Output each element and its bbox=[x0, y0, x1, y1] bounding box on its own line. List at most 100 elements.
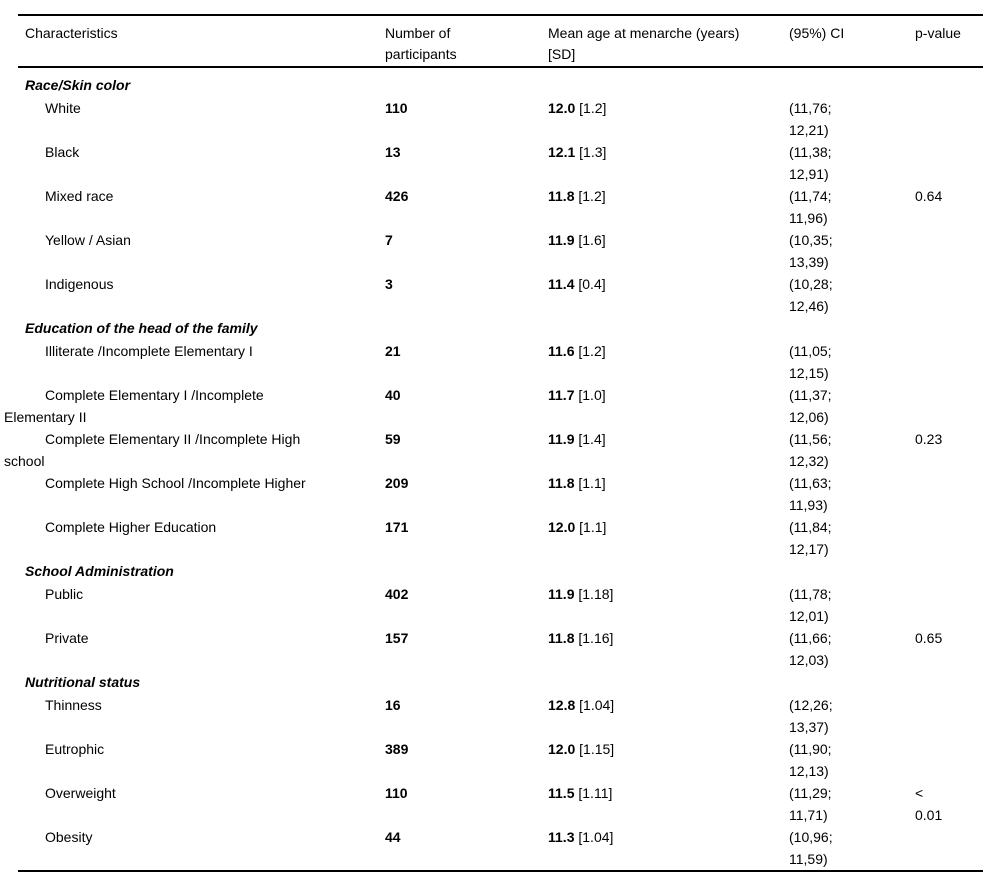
col-header-p-value: p-value bbox=[915, 25, 961, 41]
characteristic-label: Complete High School /Incomplete Higher bbox=[45, 475, 306, 491]
mean-age-value: 11.7 bbox=[548, 387, 575, 403]
mean-age-value: 11.9 bbox=[548, 586, 575, 602]
sd-value: [1.1] bbox=[578, 475, 606, 491]
participants-count: 16 bbox=[385, 697, 401, 713]
mean-age-value: 11.9 bbox=[548, 232, 575, 248]
participants-count: 7 bbox=[385, 232, 393, 248]
characteristic-label: Complete Higher Education bbox=[45, 519, 217, 535]
sd-value: [1.16] bbox=[578, 630, 614, 646]
ci-value: (11,63; 11,93) bbox=[789, 475, 832, 513]
sd-value: [1.1] bbox=[579, 519, 607, 535]
p-value: 0.23 bbox=[915, 431, 943, 447]
mean-age-cell: 11.9 [1.6] bbox=[541, 229, 782, 251]
participants-count: 157 bbox=[385, 630, 409, 646]
ci-value: (11,74; 11,96) bbox=[789, 188, 832, 226]
section-title: School Administration bbox=[25, 563, 174, 579]
mean-age-cell: 11.8 [1.16] bbox=[541, 627, 782, 649]
characteristic-label: Complete Elementary I /Incomplete Elemen… bbox=[4, 387, 264, 425]
table-row: Complete Elementary I /Incomplete Elemen… bbox=[4, 384, 983, 428]
characteristic-label: Illiterate /Incomplete Elementary I bbox=[45, 343, 253, 359]
characteristic-label: Thinness bbox=[45, 697, 102, 713]
ci-value: (11,84; 12,17) bbox=[789, 519, 832, 557]
ci-value: (10,28; 12,46) bbox=[789, 276, 833, 314]
mean-age-cell: 11.7 [1.0] bbox=[541, 384, 782, 406]
section-title: Race/Skin color bbox=[25, 77, 131, 93]
participants-count: 209 bbox=[385, 475, 409, 491]
sd-value: [1.0] bbox=[578, 387, 606, 403]
table-top-rule bbox=[18, 14, 983, 16]
table-bottom-rule bbox=[18, 870, 983, 872]
table-row: Eutrophic 389 12.0 [1.15] (11,90; 12,13) bbox=[4, 738, 983, 782]
mean-age-cell: 12.0 [1.15] bbox=[541, 738, 782, 760]
characteristic-label: Yellow / Asian bbox=[45, 232, 131, 248]
table-row: Indigenous 3 11.4 [0.4] (10,28; 12,46) bbox=[4, 273, 983, 317]
sd-value: [1.04] bbox=[578, 829, 614, 845]
mean-age-value: 11.3 bbox=[548, 829, 575, 845]
table-row: Complete High School /Incomplete Higher … bbox=[4, 472, 983, 516]
mean-age-cell: 11.9 [1.4] bbox=[541, 428, 782, 450]
section-title: Education of the head of the family bbox=[25, 320, 258, 336]
mean-age-value: 12.0 bbox=[548, 100, 576, 116]
participants-count: 44 bbox=[385, 829, 401, 845]
section-title: Nutritional status bbox=[25, 674, 141, 690]
table-row: Private 157 11.8 [1.16] (11,66; 12,03) 0… bbox=[4, 627, 983, 671]
mean-age-cell: 11.6 [1.2] bbox=[541, 340, 782, 362]
mean-age-cell: 12.8 [1.04] bbox=[541, 694, 782, 716]
ci-value: (11,29; 11,71) bbox=[789, 785, 832, 823]
characteristic-label: Eutrophic bbox=[45, 741, 105, 757]
participants-count: 426 bbox=[385, 188, 409, 204]
table-row: Complete Elementary II /Incomplete High … bbox=[4, 428, 983, 472]
mean-age-cell: 11.8 [1.1] bbox=[541, 472, 782, 494]
sd-value: [1.4] bbox=[578, 431, 606, 447]
mean-age-value: 11.9 bbox=[548, 431, 575, 447]
mean-age-value: 12.0 bbox=[548, 741, 576, 757]
mean-age-value: 11.8 bbox=[548, 188, 575, 204]
table-header-rule bbox=[18, 66, 983, 68]
table-row: Complete Higher Education 171 12.0 [1.1]… bbox=[4, 516, 983, 560]
mean-age-cell: 12.0 [1.1] bbox=[541, 516, 782, 538]
sd-value: [0.4] bbox=[578, 276, 606, 292]
mean-age-value: 11.4 bbox=[548, 276, 575, 292]
sd-value: [1.2] bbox=[578, 188, 606, 204]
col-header-mean-age: Mean age at menarche (years) [SD] bbox=[548, 25, 740, 62]
characteristic-label: Complete Elementary II /Incomplete High … bbox=[4, 431, 301, 469]
table-row: Illiterate /Incomplete Elementary I 21 1… bbox=[4, 340, 983, 384]
ci-value: (11,05; 12,15) bbox=[789, 343, 832, 381]
sd-value: [1.15] bbox=[579, 741, 615, 757]
ci-value: (12,26; 13,37) bbox=[789, 697, 833, 735]
mean-age-value: 11.8 bbox=[548, 630, 575, 646]
mean-age-cell: 12.0 [1.2] bbox=[541, 97, 782, 119]
mean-age-cell: 11.3 [1.04] bbox=[541, 826, 782, 848]
ci-value: (11,66; 12,03) bbox=[789, 630, 832, 668]
characteristic-label: Black bbox=[45, 144, 80, 160]
characteristic-label: Indigenous bbox=[45, 276, 114, 292]
p-value: 0.64 bbox=[915, 188, 943, 204]
participants-count: 110 bbox=[385, 100, 408, 116]
mean-age-cell: 12.1 [1.3] bbox=[541, 141, 782, 163]
col-header-characteristics: Characteristics bbox=[25, 25, 118, 41]
sd-value: [1.18] bbox=[578, 586, 614, 602]
participants-count: 389 bbox=[385, 741, 409, 757]
ci-value: (11,90; 12,13) bbox=[789, 741, 832, 779]
table-row: Mixed race 426 11.8 [1.2] (11,74; 11,96)… bbox=[4, 185, 983, 229]
characteristic-label: Public bbox=[45, 586, 84, 602]
table-row: Obesity 44 11.3 [1.04] (10,96; 11,59) bbox=[4, 826, 983, 870]
mean-age-value: 11.5 bbox=[548, 785, 575, 801]
table-row: Black 13 12.1 [1.3] (11,38; 12,91) bbox=[4, 141, 983, 185]
table-header-row: Characteristics Number of participants M… bbox=[4, 16, 983, 66]
mean-age-value: 12.0 bbox=[548, 519, 576, 535]
characteristic-label: Obesity bbox=[45, 829, 93, 845]
mean-age-cell: 11.5 [1.11] bbox=[541, 782, 782, 804]
participants-count: 110 bbox=[385, 785, 408, 801]
participants-count: 21 bbox=[385, 343, 401, 359]
table-row: Thinness 16 12.8 [1.04] (12,26; 13,37) bbox=[4, 694, 983, 738]
table-row: Yellow / Asian 7 11.9 [1.6] (10,35; 13,3… bbox=[4, 229, 983, 273]
p-value: 0.65 bbox=[915, 630, 943, 646]
characteristic-label: Overweight bbox=[45, 785, 116, 801]
characteristic-label: Mixed race bbox=[45, 188, 114, 204]
sd-value: [1.6] bbox=[578, 232, 606, 248]
sd-value: [1.11] bbox=[578, 785, 613, 801]
mean-age-value: 12.1 bbox=[548, 144, 576, 160]
mean-age-value: 12.8 bbox=[548, 697, 576, 713]
p-value: < 0.01 bbox=[915, 785, 943, 823]
